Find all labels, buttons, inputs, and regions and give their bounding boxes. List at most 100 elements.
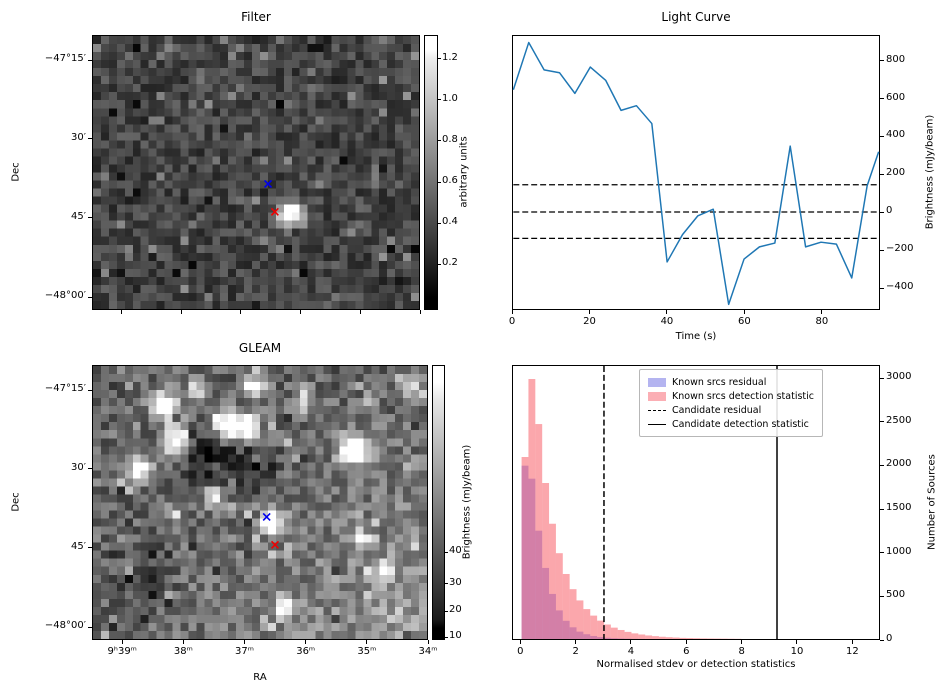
filter-colorbar-label: arbitrary units bbox=[458, 136, 470, 208]
gleam-ylabel: Dec bbox=[10, 492, 22, 512]
colorbar-tick-mark bbox=[438, 99, 441, 101]
filter-image-axes bbox=[92, 35, 420, 310]
x-tick-mark bbox=[796, 640, 798, 644]
y-tick-label: −200 bbox=[886, 243, 914, 255]
legend-item-label: Known srcs detection statistic bbox=[672, 390, 814, 402]
gleam-image-axes bbox=[92, 365, 428, 640]
legend-item-label: Candidate residual bbox=[672, 404, 762, 416]
colorbar-tick-label: 10 bbox=[449, 630, 462, 642]
y-tick-mark bbox=[880, 464, 884, 466]
light-curve-ylabel: Brightness (mJy/beam) bbox=[924, 114, 936, 230]
x-tick-mark bbox=[575, 640, 577, 644]
x-tick-label: 80 bbox=[815, 316, 829, 327]
colorbar-tick-label: 0.8 bbox=[442, 133, 458, 145]
dec-tick-label: 30′ bbox=[71, 131, 86, 143]
dec-tick-label: 30′ bbox=[71, 461, 86, 473]
x-tick-mark bbox=[741, 640, 743, 644]
histogram-ylabel: Number of Sources bbox=[926, 454, 938, 550]
legend-item-label: Known srcs residual bbox=[672, 376, 767, 388]
light-curve-title: Light Curve bbox=[661, 10, 731, 24]
colorbar-tick-mark bbox=[445, 551, 448, 553]
colorbar-tick-mark bbox=[438, 58, 441, 60]
y-tick-label: 0 bbox=[886, 633, 893, 644]
colorbar-tick-mark bbox=[438, 263, 441, 265]
legend-item: Candidate residual bbox=[648, 403, 814, 417]
x-tick-label: 12 bbox=[845, 646, 859, 657]
light-curve-axes bbox=[512, 35, 880, 310]
colorbar-tick-label: 0.2 bbox=[442, 257, 458, 269]
filter-colorbar bbox=[424, 35, 438, 310]
histogram-legend: Known srcs residual Known srcs detection … bbox=[639, 369, 823, 437]
x-tick-mark bbox=[588, 310, 590, 314]
ra-tick-mark bbox=[121, 310, 123, 314]
y-tick-label: 400 bbox=[886, 129, 906, 141]
x-tick-mark bbox=[630, 640, 632, 644]
y-tick-mark bbox=[880, 211, 884, 213]
ra-tick-mark bbox=[427, 640, 429, 644]
filter-ylabel: Dec bbox=[10, 162, 22, 182]
ra-tick-label: 38ᵐ bbox=[173, 646, 193, 657]
gleam-colorbar-label: Brightness (mJy/beam) bbox=[461, 444, 473, 560]
ra-tick-mark bbox=[182, 640, 184, 644]
known-source-marker bbox=[264, 179, 273, 189]
x-tick-label: 6 bbox=[683, 646, 690, 657]
y-tick-mark bbox=[880, 173, 884, 175]
histogram-plot bbox=[521, 366, 778, 639]
candidate-marker bbox=[270, 207, 279, 216]
x-tick-mark bbox=[666, 310, 668, 314]
x-tick-label: 2 bbox=[572, 646, 579, 657]
dec-tick-mark bbox=[88, 468, 92, 470]
ra-tick-mark bbox=[419, 310, 421, 314]
y-tick-label: 1500 bbox=[886, 502, 912, 514]
light-curve-line bbox=[512, 41, 880, 306]
ra-tick-label: 35ᵐ bbox=[357, 646, 377, 657]
colorbar-tick-mark bbox=[445, 636, 448, 638]
y-tick-label: 200 bbox=[886, 167, 906, 179]
filter-noise-map bbox=[93, 36, 419, 309]
y-tick-mark bbox=[880, 552, 884, 554]
legend-line-sample bbox=[648, 423, 666, 425]
x-tick-label: 8 bbox=[738, 646, 745, 657]
y-tick-mark bbox=[880, 377, 884, 379]
known-source-marker bbox=[262, 512, 271, 522]
dec-tick-label: 45′ bbox=[71, 210, 86, 222]
x-tick-label: 40 bbox=[660, 316, 674, 327]
ra-tick-mark bbox=[300, 310, 302, 314]
filter-title: Filter bbox=[241, 10, 271, 24]
y-tick-label: 600 bbox=[886, 91, 906, 103]
colorbar-tick-label: 1.0 bbox=[442, 92, 458, 104]
colorbar-tick-mark bbox=[438, 181, 441, 183]
legend-item: Known srcs detection statistic bbox=[648, 389, 814, 403]
gleam-xlabel: RA bbox=[253, 672, 267, 683]
dec-tick-label: 45′ bbox=[71, 540, 86, 552]
y-tick-label: 1000 bbox=[886, 545, 912, 557]
histogram-series-1 bbox=[521, 379, 742, 639]
gleam-colorbar bbox=[432, 365, 445, 640]
ra-tick-mark bbox=[180, 310, 182, 314]
x-tick-mark bbox=[519, 640, 521, 644]
y-tick-mark bbox=[880, 135, 884, 137]
filter-marker-overlay bbox=[264, 179, 279, 216]
ra-tick-mark bbox=[305, 640, 307, 644]
x-tick-mark bbox=[821, 310, 823, 314]
x-tick-label: 0 bbox=[508, 316, 516, 327]
light-curve-plot bbox=[512, 41, 880, 306]
histogram-xlabel: Normalised stdev or detection statistics bbox=[596, 659, 796, 670]
dec-tick-mark bbox=[88, 389, 92, 391]
candidate-marker bbox=[270, 540, 280, 549]
colorbar-tick-label: 20 bbox=[449, 604, 462, 616]
colorbar-tick-mark bbox=[438, 222, 441, 224]
gleam-marker-overlay bbox=[262, 512, 280, 549]
legend-item-label: Candidate detection statistic bbox=[672, 418, 809, 430]
legend-color-patch bbox=[648, 377, 666, 387]
dec-tick-label: −48°00′ bbox=[44, 620, 86, 632]
y-tick-label: 2000 bbox=[886, 458, 912, 470]
x-tick-label: 10 bbox=[790, 646, 804, 657]
y-tick-label: 800 bbox=[886, 53, 906, 65]
ra-tick-mark bbox=[121, 640, 123, 644]
legend-color-patch bbox=[648, 391, 666, 401]
dec-tick-mark bbox=[88, 59, 92, 61]
y-tick-label: 500 bbox=[886, 589, 906, 601]
y-tick-mark bbox=[880, 287, 884, 289]
x-tick-mark bbox=[685, 640, 687, 644]
